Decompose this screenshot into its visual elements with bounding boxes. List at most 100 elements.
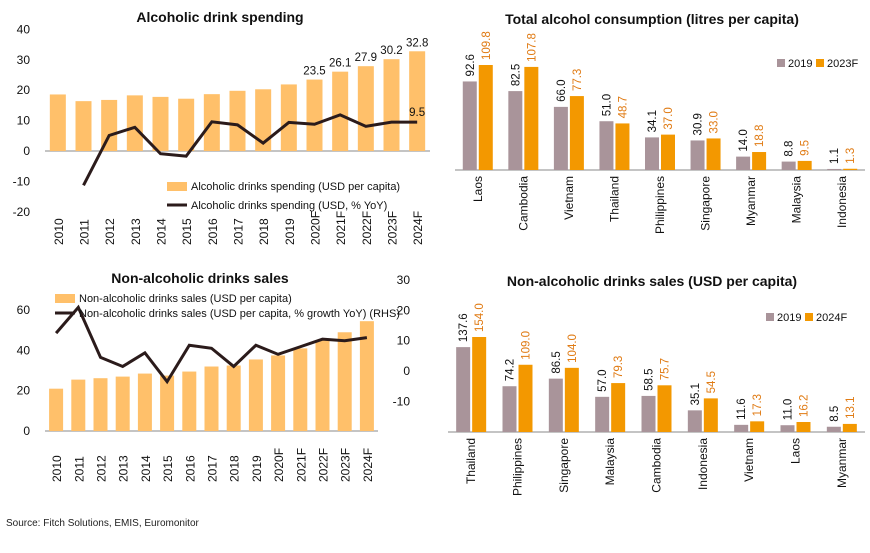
data-label-2019: 1.1 <box>829 148 841 164</box>
source-note: Source: Fitch Solutions, EMIS, Euromonit… <box>6 518 199 529</box>
spending-bar <box>409 51 426 152</box>
x-tick-label: Laos <box>471 176 485 202</box>
x-tick-label: Laos <box>789 438 803 464</box>
y-tick-label: 20 <box>17 83 31 97</box>
data-label-2023F: 107.8 <box>526 33 538 62</box>
data-label-2019: 57.0 <box>597 369 609 391</box>
bar-2023F <box>752 152 767 170</box>
chart-title-spending: Alcoholic drink spending <box>136 9 303 25</box>
data-label-2024F: 16.2 <box>799 395 811 417</box>
bar-2023F <box>843 168 858 170</box>
spending-bar <box>178 98 195 151</box>
bar-2024F <box>611 383 626 432</box>
bar-2019 <box>553 106 568 170</box>
x-tick-label: 2010 <box>52 218 66 245</box>
data-label-2024F: 154.0 <box>474 303 486 332</box>
y-tick-label-right: 30 <box>397 273 411 287</box>
x-tick-label: Philippines <box>653 176 667 234</box>
x-tick-label: 2022F <box>317 448 331 482</box>
bar-data-label: 27.9 <box>355 52 377 64</box>
x-tick-label: Thailand <box>464 438 478 484</box>
data-label-2019: 58.5 <box>644 369 656 391</box>
legend-label: Alcoholic drinks spending (USD, % YoY) <box>191 200 387 212</box>
nonalc-bar <box>182 371 197 431</box>
x-tick-label: 2015 <box>180 218 194 245</box>
nonalc-bar <box>160 375 175 431</box>
spending-bar <box>126 95 143 151</box>
data-label-2024F: 79.3 <box>613 356 625 378</box>
bar-data-label: 26.1 <box>329 58 351 70</box>
data-label-2023F: 37.0 <box>663 107 675 129</box>
legend-label: Non-alcoholic drinks sales (USD per capi… <box>79 308 400 320</box>
x-tick-label: 2012 <box>95 455 109 482</box>
x-tick-label: 2014 <box>139 455 153 482</box>
x-tick-label: Philippines <box>511 438 525 496</box>
x-tick-label: 2019 <box>283 218 297 245</box>
legend-label: Non-alcoholic drinks sales (USD per capi… <box>79 293 292 305</box>
legend-swatch-bar <box>167 182 187 191</box>
legend-label: 2024F <box>816 312 847 324</box>
legend-label: 2019 <box>777 312 801 324</box>
chart-title-nonalc: Non-alcoholic drinks sales <box>111 270 289 286</box>
x-tick-label: 2014 <box>155 218 169 245</box>
bar-2019 <box>595 396 610 432</box>
x-tick-label: Indonesia <box>835 176 849 228</box>
spending-bar <box>229 90 246 151</box>
x-tick-label: Malaysia <box>603 438 617 486</box>
y-tick-label: -10 <box>13 174 31 188</box>
bar-2019 <box>462 81 477 170</box>
bar-2024F <box>796 422 811 432</box>
data-label-2019: 30.9 <box>693 113 705 135</box>
line-data-label: 9.5 <box>409 107 425 119</box>
bar-2019 <box>690 140 705 170</box>
spending-bar <box>49 94 66 151</box>
data-label-2024F: 109.0 <box>521 331 533 360</box>
data-label-2023F: 109.8 <box>481 31 493 60</box>
bar-2024F <box>750 421 765 432</box>
legend-label: 2019 <box>788 58 812 70</box>
data-label-2019: 74.2 <box>505 359 517 381</box>
legend-swatch-bar <box>55 294 75 303</box>
data-label-2023F: 77.3 <box>572 69 584 91</box>
nonalc-bar <box>359 321 374 431</box>
nonalc-bar <box>337 332 352 431</box>
bar-2019 <box>827 168 842 170</box>
spending-bar <box>306 79 323 151</box>
x-tick-label: 2022F <box>360 211 374 245</box>
x-tick-label: 2024F <box>361 448 375 482</box>
bar-2024F <box>657 385 672 432</box>
data-label-2019: 34.1 <box>647 110 659 132</box>
x-tick-label: 2017 <box>206 455 220 482</box>
y-tick-label: 0 <box>23 144 30 158</box>
spending-bar <box>75 101 92 151</box>
data-label-2019: 11.0 <box>783 399 795 421</box>
bar-2023F <box>706 138 721 170</box>
bar-2024F <box>703 398 718 432</box>
y-tick-label-right: 10 <box>397 334 411 348</box>
x-tick-label: 2018 <box>257 218 271 245</box>
data-label-2019: 14.0 <box>738 129 750 151</box>
nonalc-growth-line <box>54 304 368 385</box>
bar-2019 <box>502 386 517 432</box>
x-tick-label: 2023F <box>386 211 400 245</box>
data-label-2019: 92.6 <box>465 54 477 76</box>
x-tick-label: Malaysia <box>790 176 804 224</box>
x-tick-label: 2021F <box>294 448 308 482</box>
data-label-2019: 51.0 <box>601 94 613 116</box>
x-tick-label: 2013 <box>117 455 131 482</box>
x-tick-label: 2023F <box>339 448 353 482</box>
nonalc-bar <box>204 366 219 431</box>
x-tick-label: Cambodia <box>516 176 530 231</box>
bar-data-label: 23.5 <box>303 66 325 78</box>
nonalc-bar <box>248 359 263 431</box>
x-tick-label: 2013 <box>129 218 143 245</box>
spending-bar <box>357 66 374 151</box>
data-label-2024F: 75.7 <box>660 358 672 380</box>
nonalc-bar <box>71 379 86 431</box>
nonalc-bar <box>293 348 308 431</box>
legend-swatch-2023F <box>816 59 824 67</box>
bar-2023F <box>797 160 812 170</box>
x-tick-label: 2016 <box>206 218 220 245</box>
data-label-2019: 86.5 <box>551 351 563 373</box>
